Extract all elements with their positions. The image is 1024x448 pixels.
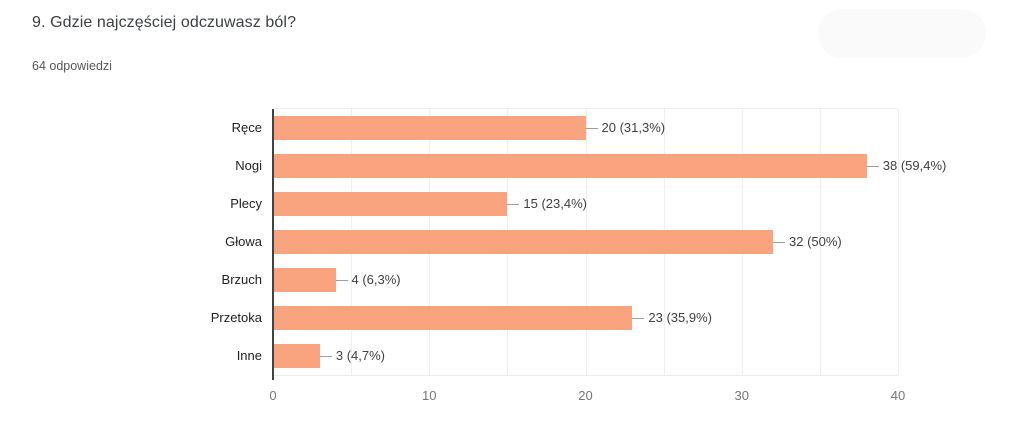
bar-row: Głowa 32 (50%) <box>225 223 898 261</box>
connector-line <box>335 280 348 281</box>
x-tick-label: 0 <box>269 388 277 403</box>
responses-count: 64 odpowiedzi <box>32 59 112 73</box>
x-tick-label: 20 <box>578 388 593 403</box>
category-label: Inne <box>236 348 262 363</box>
bar-row: Inne 3 (4,7%) <box>237 337 898 375</box>
value-label: 20 (31,3%) <box>601 120 666 135</box>
bar[interactable] <box>273 306 633 330</box>
category-label: Głowa <box>225 234 262 249</box>
connector-line <box>773 242 785 243</box>
category-label: Plecy <box>230 196 262 211</box>
connector-line <box>319 356 332 357</box>
bar[interactable] <box>273 230 773 254</box>
value-label: 4 (6,3%) <box>351 272 401 287</box>
y-axis-line <box>272 109 274 380</box>
x-tick-label: 10 <box>422 388 437 403</box>
connector-line <box>585 128 598 129</box>
connector-line <box>866 166 879 167</box>
category-label: Brzuch <box>221 272 262 287</box>
gridline <box>898 109 899 375</box>
gridline <box>819 109 821 375</box>
bar[interactable] <box>273 192 508 216</box>
category-label: Nogi <box>235 158 262 173</box>
x-tick-label: 40 <box>890 388 906 403</box>
value-label: 38 (59,4%) <box>882 158 947 173</box>
value-label: 3 (4,7%) <box>335 348 386 363</box>
value-label: 23 (35,9%) <box>648 310 712 325</box>
x-tick-label: 30 <box>734 388 749 403</box>
blurred-element <box>818 9 986 58</box>
bar[interactable] <box>273 268 336 292</box>
bar-chart-plot-area: Ręce 20 (31,3%) Nogi 38 (59,4%) Plecy 15 (23,… <box>211 108 946 403</box>
category-label: Ręce <box>231 120 262 135</box>
bar[interactable] <box>273 154 867 178</box>
category-label: Przetoka <box>210 310 262 325</box>
bar-row: Plecy 15 (23,4%) <box>230 185 898 223</box>
connector-line <box>507 204 520 205</box>
bar[interactable] <box>273 344 320 368</box>
connector-line <box>632 318 645 319</box>
bar-row: Brzuch 4 (6,3%) <box>222 261 898 299</box>
bar-row: Ręce 20 (31,3%) <box>232 109 898 147</box>
question-title: 9. Gdzie najczęściej odczuwasz ból? <box>32 14 297 31</box>
value-label: 32 (50%) <box>789 234 842 249</box>
bar-row: Nogi 38 (59,4%) <box>235 147 946 185</box>
bar[interactable] <box>273 116 586 140</box>
bar-row: Przetoka 23 (35,9%) <box>211 299 898 337</box>
value-label: 15 (23,4%) <box>523 196 587 211</box>
